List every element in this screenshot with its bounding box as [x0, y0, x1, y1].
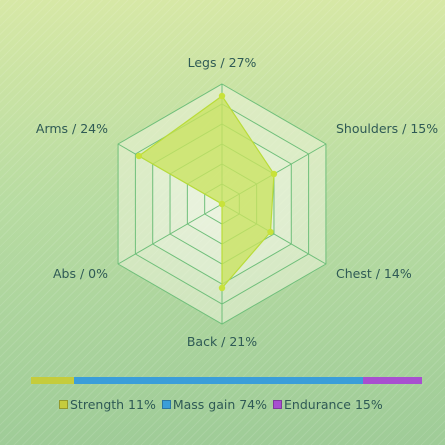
axis-label-4: Abs / 0%: [53, 266, 108, 281]
spoke-4: [117, 203, 223, 265]
axis-label-5: Arms / 24%: [36, 121, 108, 136]
legend-swatch-2: [273, 399, 283, 409]
legend-swatch-1: [161, 399, 171, 409]
legend-item-0: Strength 11%: [59, 397, 156, 412]
legend-swatch-0: [59, 399, 68, 409]
legend-label-2: Endurance 15%: [284, 396, 383, 412]
axis-label-0: Legs / 27%: [188, 55, 257, 70]
legend-item-1: Mass gain 74%: [161, 396, 268, 412]
legend-label-1: Mass gain 74%: [172, 396, 268, 412]
data-point-1: [270, 170, 278, 178]
axis-label-2: Chest / 14%: [336, 266, 412, 281]
goal-mix-bar: [31, 377, 422, 384]
radar-axis-labels: Legs / 27% Shoulders / 15% Chest / 14% Back…: [36, 55, 438, 349]
data-point-4: [218, 200, 226, 208]
axis-label-1: Shoulders / 15%: [336, 121, 438, 136]
radar-points: [135, 92, 278, 292]
data-point-3: [218, 284, 226, 292]
data-point-2: [267, 228, 274, 236]
legend-item-2: Endurance 15%: [273, 397, 383, 412]
data-point-5: [135, 152, 143, 160]
data-point-0: [218, 92, 226, 100]
bar-segment-2: [363, 377, 422, 384]
bar-segment-1: [74, 377, 364, 384]
legend: Strength 11% Mass gain 74% Endurance 15%: [59, 396, 383, 412]
bar-segment-0: [31, 377, 74, 384]
legend-label-0: Strength 11%: [70, 396, 156, 412]
axis-label-3: Back / 21%: [187, 334, 257, 349]
